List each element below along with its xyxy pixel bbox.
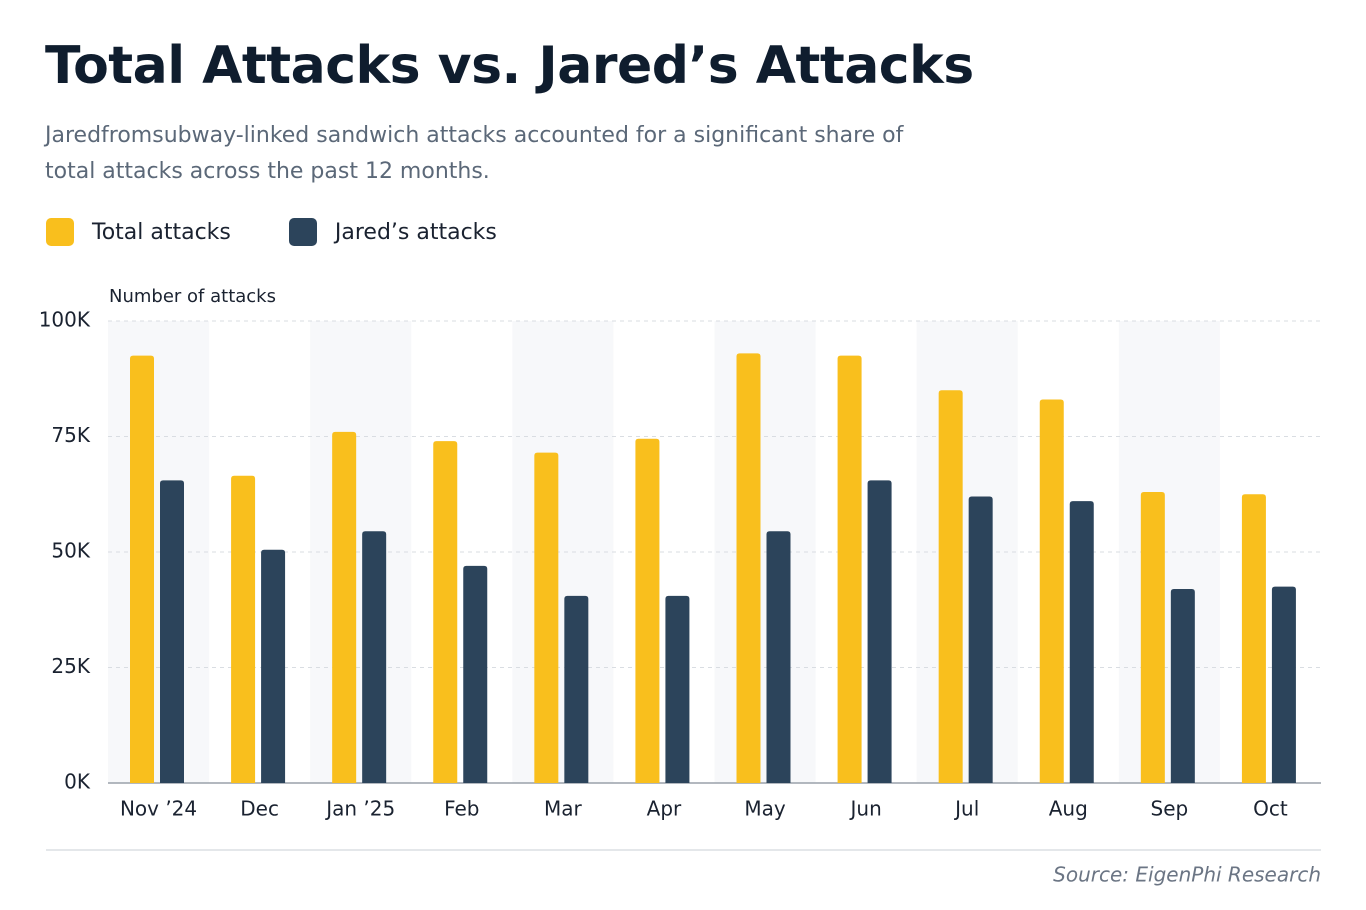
bar [665, 595, 690, 783]
legend-item: Total attacks [46, 218, 231, 246]
bar [1241, 494, 1266, 783]
legend-swatch [46, 218, 74, 246]
legend-label: Total attacks [92, 219, 231, 245]
bar [160, 480, 184, 783]
y-tick-label: 100K [39, 308, 91, 332]
y-tick-label: 75K [51, 423, 90, 447]
bar [1140, 491, 1165, 783]
bar [736, 353, 761, 783]
bar [1069, 501, 1094, 783]
x-tick-label: Jun [849, 797, 882, 821]
x-tick-label: Oct [1253, 797, 1288, 821]
bar [261, 549, 286, 783]
bar [1170, 588, 1195, 783]
legend-label: Jared’s attacks [334, 219, 497, 245]
bar [564, 595, 589, 783]
x-tick-label: May [744, 797, 786, 821]
x-tick-label: Mar [544, 797, 583, 821]
x-tick-label: Feb [444, 797, 479, 821]
bar [766, 531, 791, 783]
bar [867, 480, 892, 783]
y-tick-label: 25K [51, 654, 90, 678]
bar [534, 452, 559, 783]
source: Source: EigenPhi Research [1053, 863, 1321, 887]
legend: Total attacks Jared’s attacks [46, 218, 497, 246]
bar [130, 355, 154, 783]
x-tick-label: Sep [1151, 797, 1189, 821]
bar [1271, 586, 1296, 783]
bar [968, 496, 993, 783]
bar [362, 531, 387, 783]
legend-swatch [288, 218, 317, 246]
bar [938, 390, 963, 783]
legend-item: Jared’s attacks [288, 218, 497, 246]
bar [231, 475, 256, 783]
chart-title: Total Attacks vs. Jared’s Attacks [45, 36, 974, 96]
y-axis-label: Number of attacks [109, 286, 276, 307]
x-tick-label: Jan ’25 [324, 797, 395, 821]
bar [433, 441, 458, 783]
x-tick-label: Dec [240, 797, 279, 821]
bar [332, 431, 357, 783]
bar [1039, 399, 1064, 783]
x-tick-label: Apr [647, 797, 682, 821]
bar [463, 565, 488, 783]
y-tick-label: 0K [64, 770, 91, 794]
chart-subtitle: Jaredfromsubway-linked sandwich attacks … [45, 123, 904, 184]
x-tick-label: Jul [953, 797, 979, 821]
y-tick-label: 50K [51, 539, 90, 563]
x-tick-label: Nov ’24 [120, 797, 197, 821]
bar [635, 438, 660, 783]
bar [837, 355, 862, 783]
x-tick-label: Aug [1049, 797, 1088, 821]
